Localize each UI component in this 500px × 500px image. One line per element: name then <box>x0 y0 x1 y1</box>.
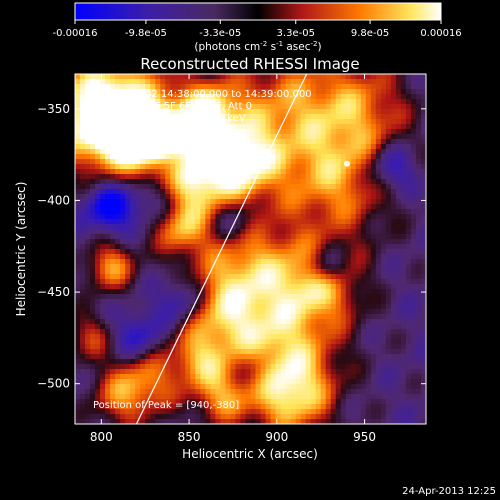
x-tick-label: 800 <box>90 430 113 444</box>
colorbar-tick-label: 9.8e-05 <box>351 28 389 39</box>
solar-limb-line <box>135 74 308 424</box>
x-axis-label: Heliocentric X (arcsec) <box>182 447 318 461</box>
colorbar-tick-label: 0.00016 <box>420 28 461 39</box>
colorbar: -0.00016 -9.8e-05 -3.3e-05 3.3e-05 9.8e-05 0.… <box>53 2 462 53</box>
x-tick-label: 950 <box>353 430 376 444</box>
y-axis-label: Heliocentric Y (arcsec) <box>14 182 28 317</box>
plot-frame <box>74 73 427 425</box>
colorbar-tick-label: -9.8e-05 <box>125 28 167 39</box>
y-tick-label: −500 <box>37 377 70 391</box>
chart-title: Reconstructed RHESSI Image <box>140 55 359 73</box>
heatmap-image <box>75 74 426 424</box>
colorbar-unit-label: (photons cm-2 s-1 asec-2) <box>194 40 321 53</box>
peak-marker <box>344 160 351 167</box>
annotation-line: Energy Range: 25.0 - 50.0 keV <box>93 113 246 124</box>
colorbar-tick-label: -0.00016 <box>53 28 98 39</box>
colorbar-gradient <box>74 2 442 21</box>
colorbar-tick-label: 3.3e-05 <box>277 28 315 39</box>
timestamp: 24-Apr-2013 12:25 <box>402 486 496 497</box>
annotation-line: 28-Dec-2002 14:38:00.000 to 14:39:00.000 <box>93 89 312 100</box>
y-tick-label: −400 <box>37 193 70 207</box>
colorbar-tick-label: -3.3e-05 <box>199 28 241 39</box>
peak-position-label: Position of Peak = [940,-380] <box>93 400 239 411</box>
x-tick-label: 900 <box>265 430 288 444</box>
annotation-line: Clean Total counts: 663. <box>93 125 213 136</box>
annotation-block: 28-Dec-2002 14:38:00.000 to 14:39:00.000… <box>93 89 312 136</box>
x-tick-label: 850 <box>178 430 201 444</box>
annotation-line: Detectors: 4F 5F 6F 7F 8F, Att 0 <box>93 101 252 112</box>
y-tick-label: −450 <box>37 285 70 299</box>
y-tick-label: −350 <box>37 102 70 116</box>
